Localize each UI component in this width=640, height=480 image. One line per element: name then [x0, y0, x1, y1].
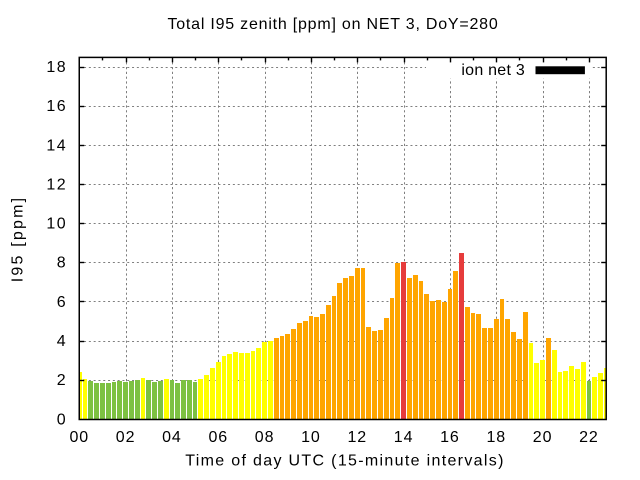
svg-text:8: 8 [57, 255, 67, 272]
svg-text:00: 00 [69, 429, 89, 446]
svg-text:12: 12 [347, 429, 367, 446]
svg-text:14: 14 [394, 429, 414, 446]
svg-text:16: 16 [440, 429, 460, 446]
svg-text:18: 18 [46, 59, 67, 76]
svg-text:4: 4 [57, 333, 67, 350]
svg-text:6: 6 [57, 294, 67, 311]
svg-text:0: 0 [57, 411, 67, 428]
svg-text:22: 22 [579, 429, 599, 446]
svg-text:14: 14 [46, 137, 67, 154]
svg-text:Time of day UTC (15-minute int: Time of day UTC (15-minute intervals) [185, 453, 504, 470]
svg-text:04: 04 [162, 429, 182, 446]
svg-text:I95 [ppm]: I95 [ppm] [10, 196, 27, 283]
svg-text:ion net 3: ion net 3 [461, 62, 525, 79]
svg-text:08: 08 [255, 429, 275, 446]
svg-text:02: 02 [116, 429, 136, 446]
svg-text:20: 20 [533, 429, 553, 446]
svg-text:18: 18 [486, 429, 506, 446]
svg-text:12: 12 [46, 176, 67, 193]
svg-text:Total I95 zenith [ppm] on NET: Total I95 zenith [ppm] on NET 3, DoY=280 [167, 16, 498, 33]
svg-text:06: 06 [208, 429, 228, 446]
svg-text:2: 2 [57, 372, 67, 389]
svg-text:10: 10 [301, 429, 321, 446]
svg-text:10: 10 [46, 216, 67, 233]
svg-text:16: 16 [46, 98, 67, 115]
